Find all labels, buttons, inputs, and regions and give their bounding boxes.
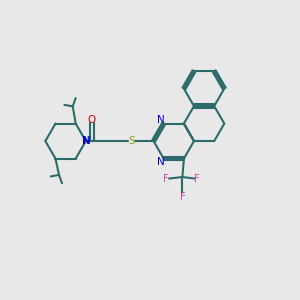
- Text: N: N: [158, 115, 165, 125]
- Text: O: O: [88, 115, 96, 125]
- Text: N: N: [82, 136, 90, 146]
- Text: F: F: [163, 173, 169, 184]
- Text: F: F: [180, 192, 185, 202]
- Text: S: S: [128, 136, 135, 146]
- Text: F: F: [194, 173, 200, 184]
- Text: N: N: [158, 157, 165, 167]
- Text: N: N: [82, 136, 90, 146]
